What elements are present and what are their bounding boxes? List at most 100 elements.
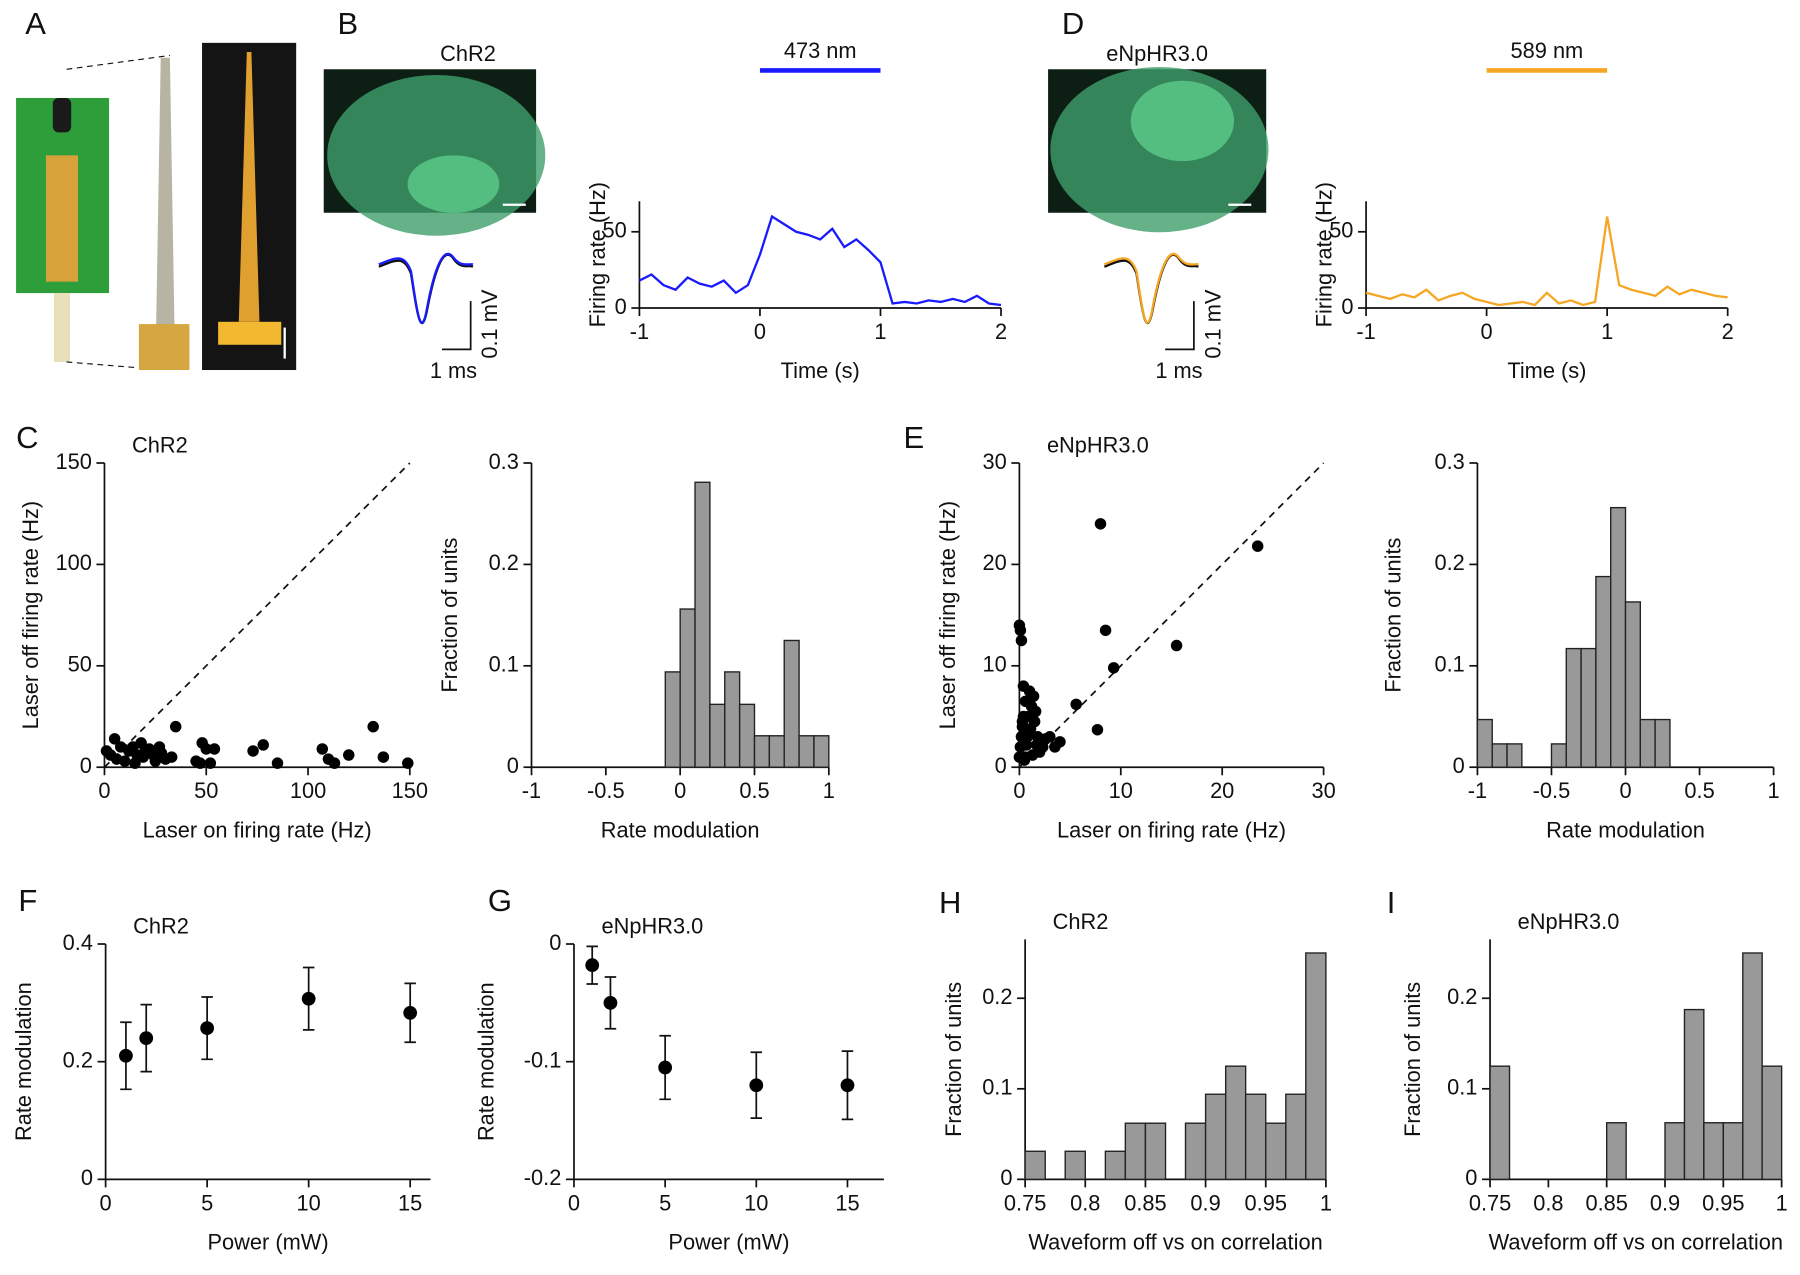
mean-point	[749, 1078, 764, 1093]
x-axis-label: Time (s)	[781, 358, 860, 383]
y-tick-label: 0	[1465, 1165, 1477, 1190]
x-tick-label: 0	[674, 778, 686, 803]
x-tick-label: 0	[1481, 319, 1493, 344]
unit-point	[257, 739, 269, 751]
probe-pads	[45, 155, 79, 282]
y-tick-label: 0	[80, 753, 92, 778]
y-tick-label: 0	[615, 294, 627, 319]
y-tick-label: 0.1	[1447, 1075, 1477, 1100]
histogram-bar	[694, 481, 711, 768]
y-tick-label: 0	[1000, 1165, 1012, 1190]
y-tick-label: 0.2	[982, 984, 1012, 1009]
x-axis-label: Rate modulation	[1546, 817, 1705, 842]
unit-point	[1020, 739, 1033, 751]
tissue-core	[1130, 80, 1235, 162]
y-tick-label: 0.1	[489, 652, 519, 677]
chart-title: ChR2	[1053, 909, 1109, 934]
unit-point	[1022, 710, 1035, 723]
unit-point	[402, 757, 414, 769]
x-tick-label: 1	[1776, 1190, 1788, 1215]
y-tick-label: 0.2	[1447, 984, 1477, 1009]
y-tick-label: 0.3	[489, 449, 519, 474]
x-tick-label: 10	[297, 1190, 321, 1215]
unit-point	[343, 749, 355, 761]
x-tick-label: -0.5	[587, 778, 625, 803]
chart-title: ChR2	[133, 914, 189, 939]
x-axis-label: Time (s)	[1507, 358, 1586, 383]
chart-title: eNpHR3.0	[602, 914, 704, 939]
unit-point	[367, 720, 379, 733]
x-tick-label: 5	[659, 1190, 671, 1215]
x-tick-label: 0	[98, 778, 110, 803]
x-tick-label: 0	[1619, 778, 1631, 803]
mean-point	[139, 1031, 154, 1046]
histogram-bar	[1224, 1065, 1247, 1181]
x-tick-label: 0	[568, 1190, 580, 1215]
x-axis-label: Power (mW)	[208, 1229, 329, 1254]
histogram-bar	[753, 735, 771, 768]
x-tick-label: 1	[1320, 1190, 1332, 1215]
probe-illustration	[16, 42, 297, 371]
histogram-bar	[1761, 1065, 1783, 1181]
image-label: ChR2	[440, 41, 496, 66]
x-tick-label: 15	[398, 1190, 422, 1215]
x-axis-label: Power (mW)	[668, 1229, 789, 1254]
histology-d: 1 ms 0.1 mV eNpHR3.0	[1048, 41, 1269, 383]
x-tick-label: 0.75	[1004, 1190, 1046, 1215]
x-tick-label: 0.85	[1124, 1190, 1166, 1215]
y-axis-label: Firing rate (Hz)	[1312, 182, 1337, 327]
scale-label: 0.1 mV	[1200, 289, 1225, 359]
y-tick-label: 0	[549, 930, 561, 955]
scale-label: 1 ms	[1155, 358, 1202, 383]
y-axis-label: Rate modulation	[474, 982, 499, 1141]
x-tick-label: 1	[1601, 319, 1613, 344]
x-tick-label: 50	[194, 778, 218, 803]
histogram-bar	[1624, 601, 1642, 768]
y-tick-label: 0	[81, 1165, 93, 1190]
y-tick-label: 0.1	[982, 1075, 1012, 1100]
mean-point	[403, 1005, 418, 1020]
x-tick-label: 5	[201, 1190, 213, 1215]
unit-point	[377, 751, 390, 763]
histogram-bar	[798, 735, 815, 768]
unit-point	[1015, 634, 1028, 647]
histogram-bar	[1104, 1150, 1127, 1181]
rate-trace	[1365, 216, 1728, 307]
y-axis-label: Firing rate (Hz)	[585, 182, 610, 327]
x-tick-label: 15	[835, 1190, 859, 1215]
image-label: eNpHR3.0	[1106, 41, 1208, 66]
y-tick-label: 50	[1329, 218, 1353, 243]
stimulus-label: 473 nm	[784, 38, 857, 63]
histogram-bar	[1305, 952, 1327, 1181]
unit-point	[169, 720, 182, 733]
zoom-line	[66, 361, 138, 369]
unit-point	[1070, 698, 1082, 711]
histogram-bar	[1610, 506, 1627, 768]
panel-label: I	[1387, 885, 1396, 920]
histogram-bar	[724, 671, 741, 768]
x-tick-label: -1	[1468, 778, 1487, 803]
mean-point	[840, 1078, 855, 1093]
probe-connector	[52, 97, 72, 133]
scale-label: 1 ms	[430, 358, 477, 383]
histogram-bar	[1580, 647, 1597, 768]
x-tick-label: 2	[1722, 319, 1734, 344]
panel-label: A	[25, 6, 46, 41]
x-tick-label: -1	[522, 778, 541, 803]
histogram-bar	[1064, 1150, 1086, 1181]
y-axis-label: Fraction of units	[1400, 982, 1425, 1137]
chart-title: ChR2	[132, 433, 188, 458]
histogram-bar	[1595, 575, 1612, 768]
x-tick-label: -1	[1356, 319, 1375, 344]
histogram-bar	[1654, 718, 1671, 768]
y-tick-label: 0.3	[1434, 449, 1464, 474]
histogram-bar	[1742, 952, 1763, 1181]
mean-point	[603, 995, 618, 1010]
mean-point	[301, 991, 316, 1006]
x-tick-label: 1	[823, 778, 835, 803]
y-tick-label: 0.1	[1434, 652, 1464, 677]
unit-point	[1107, 662, 1120, 674]
histogram-bar	[1664, 1122, 1686, 1181]
histogram-bar	[1184, 1122, 1207, 1181]
